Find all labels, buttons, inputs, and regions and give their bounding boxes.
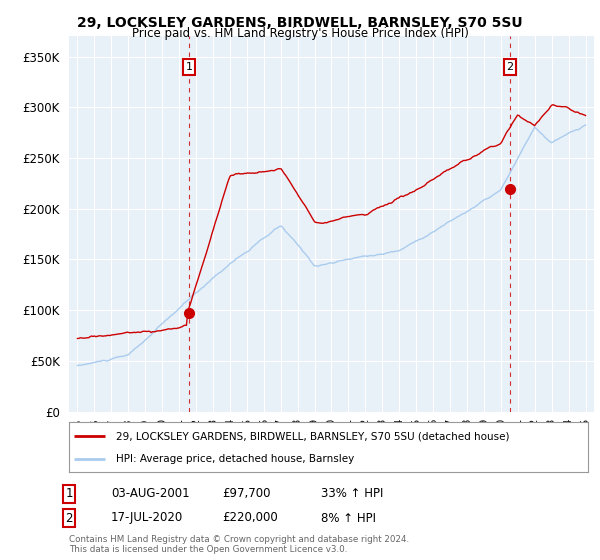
- Text: Contains HM Land Registry data © Crown copyright and database right 2024.
This d: Contains HM Land Registry data © Crown c…: [69, 535, 409, 554]
- Text: Price paid vs. HM Land Registry's House Price Index (HPI): Price paid vs. HM Land Registry's House …: [131, 27, 469, 40]
- Text: 29, LOCKSLEY GARDENS, BIRDWELL, BARNSLEY, S70 5SU (detached house): 29, LOCKSLEY GARDENS, BIRDWELL, BARNSLEY…: [116, 431, 509, 441]
- Text: 03-AUG-2001: 03-AUG-2001: [111, 487, 190, 501]
- Text: 2: 2: [506, 62, 514, 72]
- Text: 1: 1: [65, 487, 73, 501]
- Text: 2: 2: [65, 511, 73, 525]
- Text: HPI: Average price, detached house, Barnsley: HPI: Average price, detached house, Barn…: [116, 454, 354, 464]
- Text: 1: 1: [185, 62, 193, 72]
- Text: 17-JUL-2020: 17-JUL-2020: [111, 511, 183, 525]
- Text: 29, LOCKSLEY GARDENS, BIRDWELL, BARNSLEY, S70 5SU: 29, LOCKSLEY GARDENS, BIRDWELL, BARNSLEY…: [77, 16, 523, 30]
- Text: £97,700: £97,700: [222, 487, 271, 501]
- Text: 8% ↑ HPI: 8% ↑ HPI: [321, 511, 376, 525]
- Text: £220,000: £220,000: [222, 511, 278, 525]
- Text: 33% ↑ HPI: 33% ↑ HPI: [321, 487, 383, 501]
